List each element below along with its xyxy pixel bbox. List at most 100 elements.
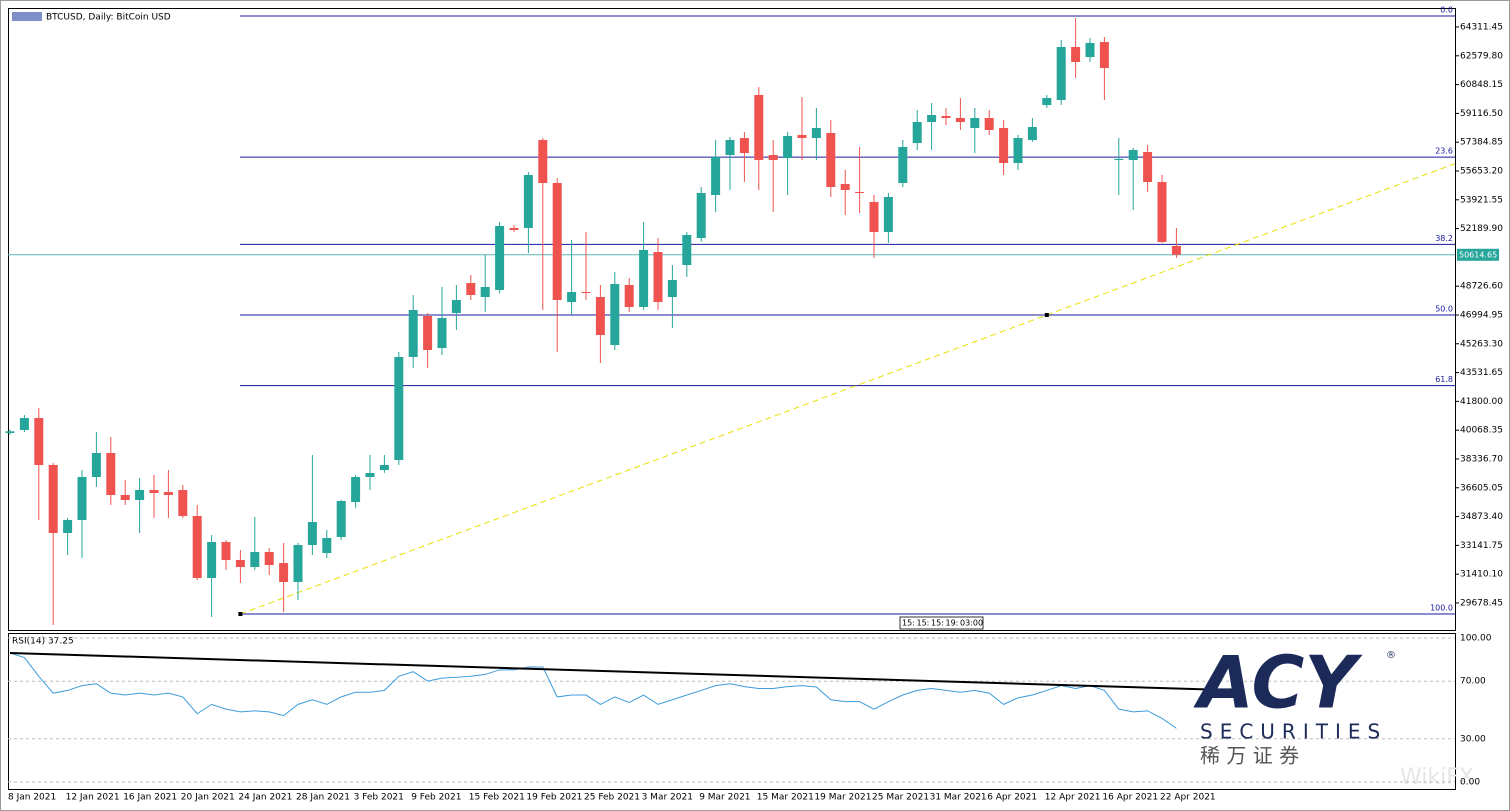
candle-body [178,490,188,516]
candle-body [711,156,721,195]
logo-cn: 稀 万 证 券 [1200,744,1299,768]
time-label: 15: [902,619,915,628]
logo-mark: ® [1386,650,1396,661]
candle-body [1143,152,1153,183]
candle-body [725,139,735,155]
main-panel [8,8,1456,631]
candle-body [322,537,332,554]
candle-body [624,284,634,308]
candle-body [1114,158,1124,161]
y-tick-label: 52189.90 [1460,224,1503,234]
rsi-label: RSI(14) 37.25 [12,637,74,647]
y-tick-label: 60848.15 [1460,80,1503,90]
candle-body [106,453,116,495]
candle-body [768,154,778,161]
candle-body [408,309,418,357]
x-tick-label: 9 Mar 2021 [699,793,750,803]
y-tick-label: 55653.20 [1460,166,1503,176]
x-tick-label: 31 Mar 2021 [930,793,987,803]
candle-body [207,541,217,578]
candle-body [19,417,29,431]
candle-body [552,183,562,300]
candle-body [394,356,404,461]
candle-body [1071,46,1081,62]
fib-label: 100.0 [1430,604,1453,613]
candle-body [1085,42,1095,57]
candle-body [754,94,764,161]
candle-body [811,128,821,139]
x-tick-label: 15 Mar 2021 [757,793,814,803]
candle-body [423,315,433,351]
y-tick-label: 64311.45 [1460,23,1503,33]
x-tick-label: 19 Mar 2021 [814,793,871,803]
candle-body [495,225,505,291]
candle-body [1027,127,1037,140]
candle-body [840,184,850,191]
candle-body [1013,138,1023,163]
rsi-tick-label: 30.00 [1460,734,1486,744]
candle-body [307,522,317,546]
rsi-tick-label: 0.00 [1460,778,1480,788]
candle-body [538,139,548,184]
candle-body [610,284,620,346]
candle-body [120,494,130,500]
candle-body [639,250,649,308]
rsi-tick-label: 70.00 [1460,677,1486,687]
price-label: 50614.65 [1459,250,1497,259]
candle-body [581,292,591,294]
x-tick-label: 15 Feb 2021 [469,793,525,803]
x-tick-label: 20 Jan 2021 [181,793,235,803]
rsi-panel [8,633,1456,790]
candle-body [898,146,908,184]
candle-body [451,299,461,314]
candle-body [235,560,245,568]
y-tick-label: 62579.80 [1460,51,1503,61]
fib-label: 61.8 [1435,375,1453,384]
x-tick-label: 9 Feb 2021 [411,793,461,803]
candle-body [293,545,303,583]
y-tick-label: 45263.30 [1460,339,1503,349]
x-tick-label: 19 Feb 2021 [526,793,582,803]
fib-label: 50.0 [1435,305,1453,314]
candle-body [1157,182,1167,242]
logo-sub: SECURITIES [1200,720,1387,744]
fib-label: 0.0 [1440,5,1453,14]
candle-body [336,500,346,538]
candle-body [351,476,361,502]
watermark: WikiFX [1400,765,1474,790]
x-tick-label: 3 Feb 2021 [354,793,404,803]
candle-body [941,115,951,118]
candle-body [595,297,605,336]
logo-brand: ACY [1193,641,1363,725]
candle-body [466,283,476,295]
trendline [240,163,1456,615]
y-tick-label: 29678.45 [1460,598,1503,608]
candle-body [653,252,663,302]
rsi-tick-label: 100.00 [1460,634,1492,644]
candle-body [63,520,73,533]
chart-title: BTCUSD, Daily: BitCoin USD [46,13,171,23]
candle-body [696,192,706,239]
x-tick-label: 22 Apr 2021 [1160,793,1216,803]
candle-body [221,541,231,561]
y-tick-label: 34873.40 [1460,512,1503,522]
candle-body [826,132,836,187]
x-tick-label: 16 Jan 2021 [123,793,177,803]
candle-body [250,552,260,568]
time-label: 03:00 [960,619,983,628]
x-tick-label: 3 Mar 2021 [642,793,693,803]
symbol-icon [12,12,42,21]
time-label: 15: [931,619,944,628]
trendline-anchor [1044,313,1049,318]
x-tick-label: 12 Jan 2021 [66,793,120,803]
price-box [1457,248,1499,261]
y-tick-label: 59116.50 [1460,109,1503,119]
x-tick-label: 24 Jan 2021 [238,793,292,803]
trendline-anchor [238,612,243,617]
fib-label: 38.2 [1435,234,1453,243]
candle-body [883,197,893,232]
candle-body [955,117,965,123]
candle-body [869,201,879,232]
candle-body [1128,150,1138,161]
